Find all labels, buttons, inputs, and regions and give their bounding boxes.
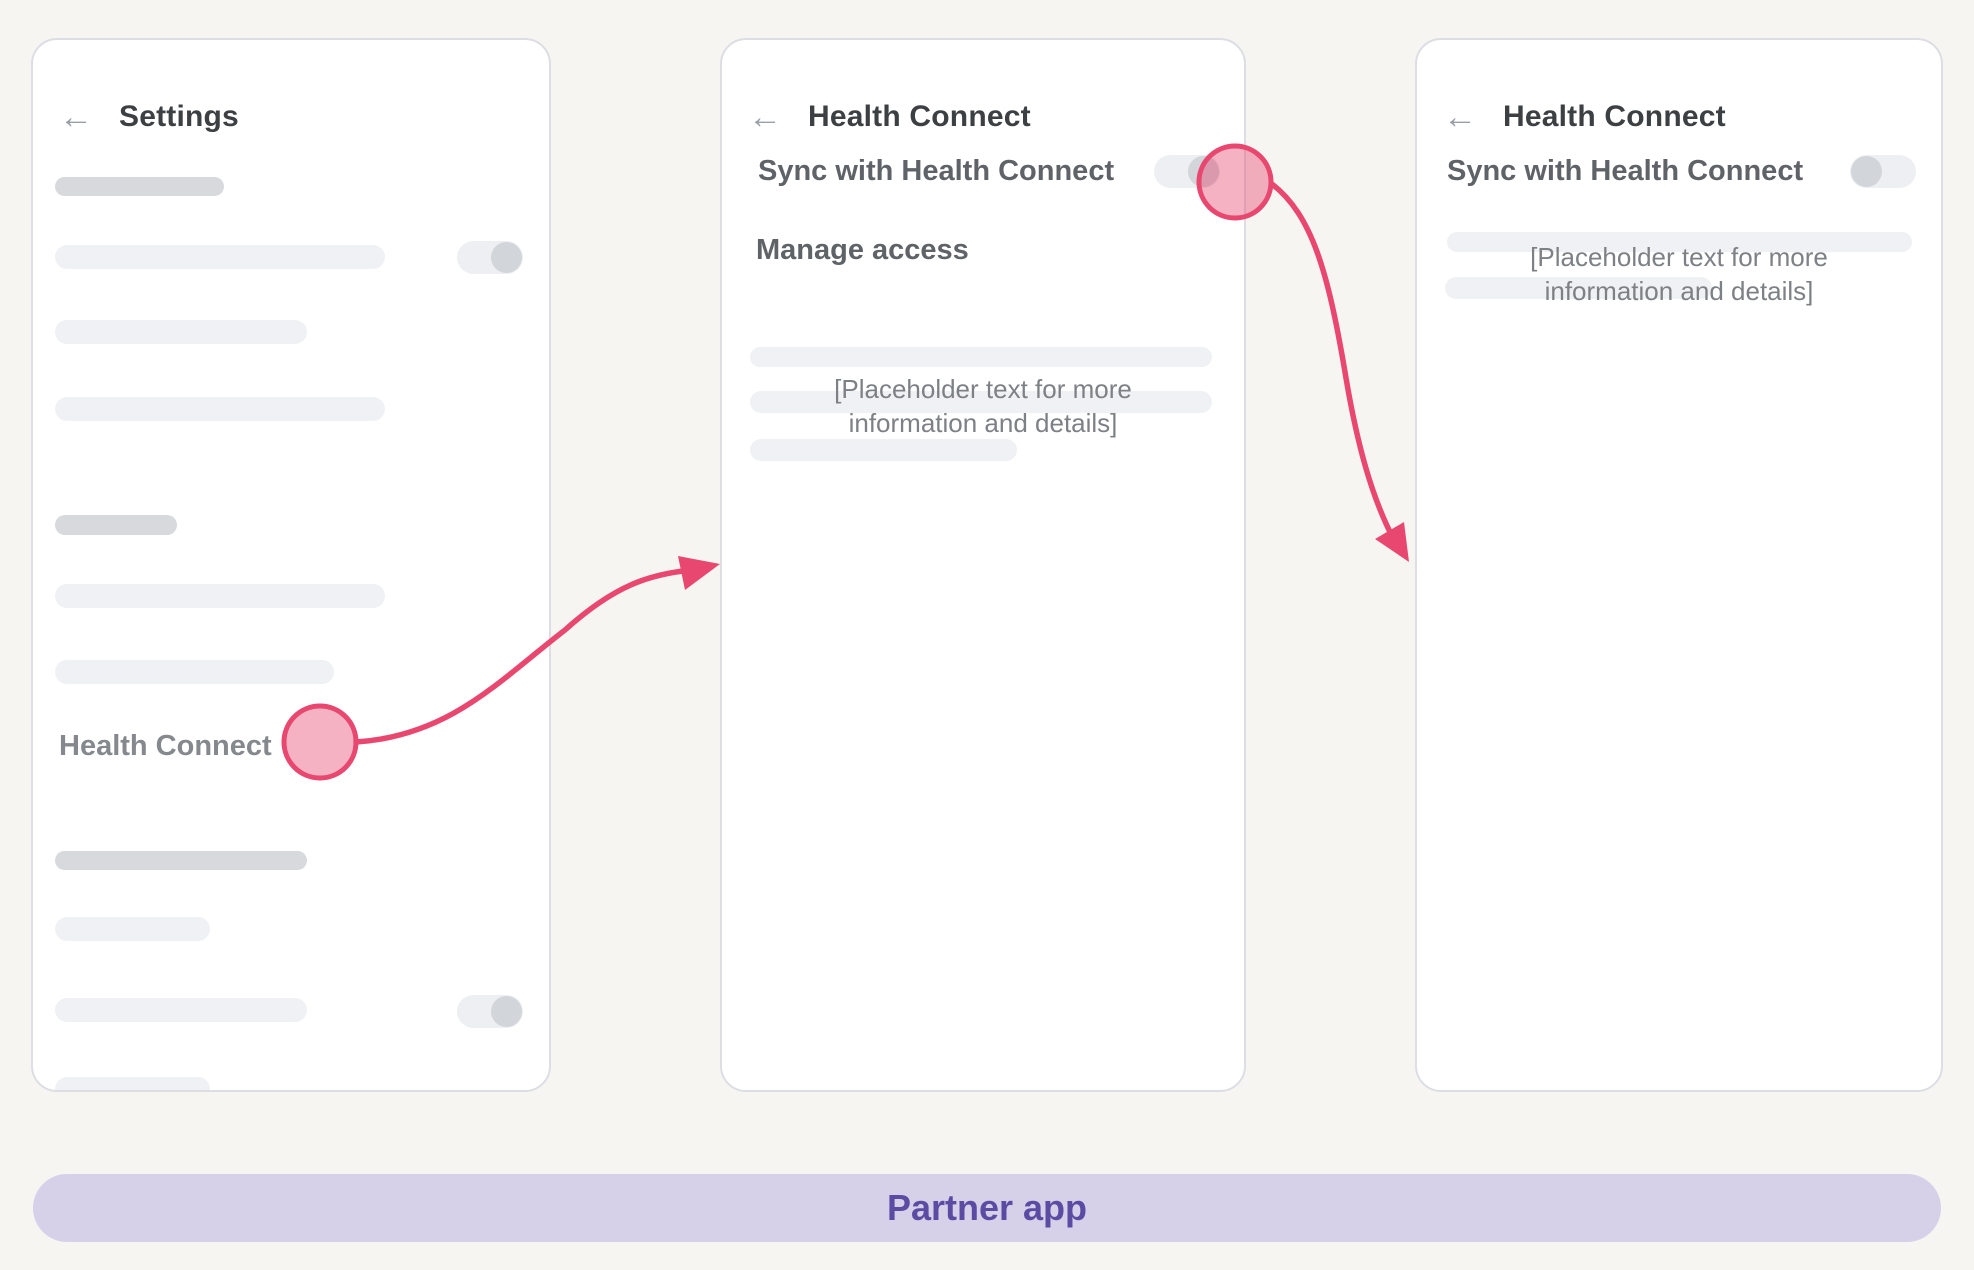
flow-arrow-1-head xyxy=(678,556,720,590)
phone-screen-settings: ← Settings Health Connect xyxy=(31,38,551,1092)
toggle-knob xyxy=(1851,155,1882,187)
health-connect-header: ← Health Connect xyxy=(748,100,1031,134)
settings-header: ← Settings xyxy=(59,100,239,134)
flow-arrow-2-head xyxy=(1375,522,1409,562)
page-title: Health Connect xyxy=(808,100,1031,133)
partner-app-label: Partner app xyxy=(886,1187,1088,1228)
skeleton-toggle[interactable] xyxy=(457,995,523,1028)
back-arrow-icon[interactable]: ← xyxy=(1443,98,1477,136)
page-title: Settings xyxy=(119,100,239,133)
flow-arrow-2 xyxy=(1269,181,1397,543)
skeleton-row xyxy=(1447,232,1912,252)
partner-app-banner: Partner app xyxy=(33,1174,1941,1242)
sync-label: Sync with Health Connect xyxy=(758,154,1115,187)
skeleton-row xyxy=(750,391,1212,413)
toggle-knob xyxy=(1188,155,1219,187)
skeleton-section-header xyxy=(55,515,177,535)
skeleton-row xyxy=(55,998,307,1022)
skeleton-toggle[interactable] xyxy=(457,241,523,274)
skeleton-row xyxy=(55,320,307,344)
sync-row: Sync with Health Connect xyxy=(1447,152,1916,190)
settings-item-health-connect[interactable]: Health Connect xyxy=(59,730,272,762)
sync-toggle[interactable] xyxy=(1154,154,1220,188)
back-arrow-icon[interactable]: ← xyxy=(748,98,782,136)
phone-screen-health-connect-on: ← Health Connect Sync with Health Connec… xyxy=(720,38,1246,1092)
skeleton-row xyxy=(750,347,1212,367)
placeholder-note: [Placeholder text for more information a… xyxy=(834,374,1132,438)
placeholder-note: [Placeholder text for more information a… xyxy=(1530,242,1828,306)
sync-label: Sync with Health Connect xyxy=(1447,154,1804,187)
skeleton-section-header xyxy=(55,177,224,196)
manage-access-item[interactable]: Manage access xyxy=(756,234,969,266)
skeleton-row xyxy=(55,584,385,608)
back-arrow-icon[interactable]: ← xyxy=(59,98,93,136)
health-connect-header: ← Health Connect xyxy=(1443,100,1726,134)
skeleton-section-header xyxy=(55,851,307,870)
sync-row: Sync with Health Connect xyxy=(758,152,1220,190)
skeleton-row xyxy=(55,245,385,269)
skeleton-row xyxy=(1445,277,1712,299)
toggle-knob xyxy=(491,996,522,1027)
sync-toggle[interactable] xyxy=(1850,154,1916,188)
skeleton-row xyxy=(750,439,1017,461)
skeleton-row xyxy=(55,917,210,941)
skeleton-row xyxy=(55,397,385,421)
page-title: Health Connect xyxy=(1503,100,1726,133)
skeleton-row xyxy=(55,1077,210,1090)
skeleton-row xyxy=(55,660,334,684)
toggle-knob xyxy=(491,242,522,273)
phone-screen-health-connect-off: ← Health Connect Sync with Health Connec… xyxy=(1415,38,1943,1092)
